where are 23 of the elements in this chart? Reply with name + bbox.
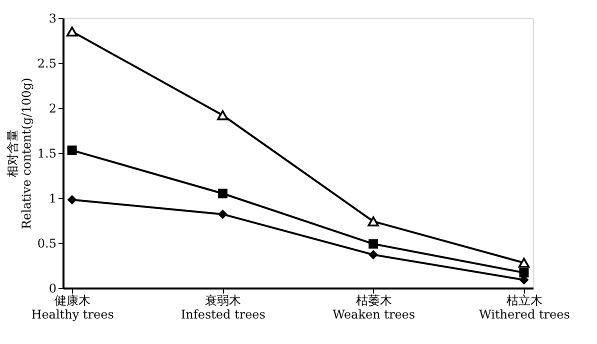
y-tick-label: 1 (48, 192, 56, 206)
point (217, 110, 228, 120)
y-tick-label: 0 (48, 282, 56, 296)
point (218, 209, 228, 219)
y-tick-label: 2.5 (37, 56, 56, 70)
y-tick-label: 2 (48, 102, 56, 116)
y-tick-label: 3 (48, 12, 56, 26)
point (218, 188, 228, 198)
x-tick-label: 枯萎木 Weaken trees (332, 294, 416, 322)
point (66, 26, 78, 37)
y-tick-label: 0.5 (37, 236, 56, 250)
x-tick-label: 枯立木 Withered trees (479, 294, 570, 322)
x-tick-label: 衰弱木 Infested trees (180, 294, 266, 322)
x-tick-label: 健康木 Healthy trees (31, 294, 114, 322)
point (519, 268, 529, 278)
point (368, 250, 378, 260)
point (518, 258, 530, 268)
point (368, 239, 378, 249)
point (368, 216, 379, 226)
y-axis-title: 相对含量 Relative content(g/100g) (5, 78, 34, 230)
point (67, 146, 77, 156)
point (67, 195, 77, 205)
y-tick-label: 1.5 (37, 146, 56, 160)
